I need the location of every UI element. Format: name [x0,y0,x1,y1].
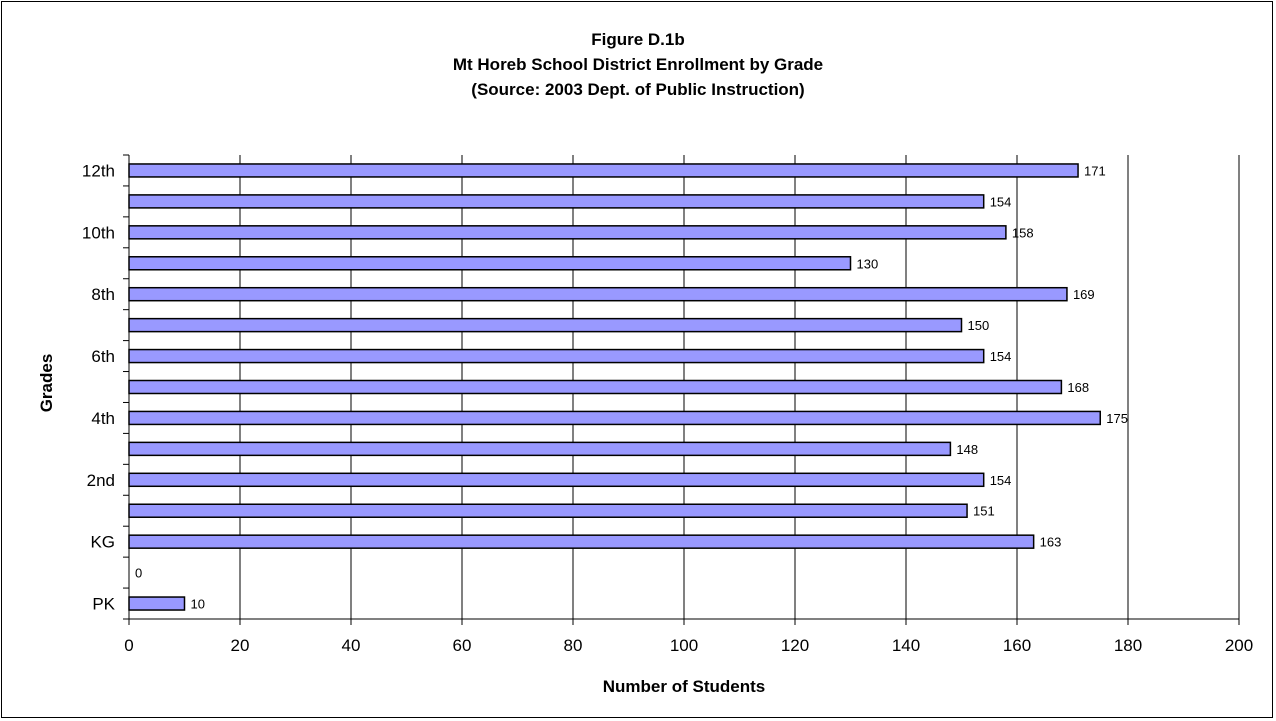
data-label: 154 [990,349,1012,364]
bar-grade-5 [128,441,952,457]
y-tick-label: 12th [82,161,115,180]
data-label: 151 [973,504,995,519]
x-tick-label: 40 [342,636,361,655]
x-tick-label: 200 [1225,636,1253,655]
x-tick-label: 160 [1003,636,1031,655]
bar-8th [128,286,1068,302]
y-tick-label: 4th [91,409,115,428]
x-tick-label: 20 [231,636,250,655]
data-label: 175 [1106,411,1128,426]
data-label: 150 [968,318,990,333]
data-label: 154 [990,473,1012,488]
data-label: 148 [956,442,978,457]
bar-grade-7 [128,379,1063,395]
y-tick-label: PK [92,595,115,614]
x-axis-title: Number of Students [603,677,765,696]
data-label: 163 [1040,535,1062,550]
bar-grade-9 [128,317,963,333]
bar-grade-11 [128,256,852,271]
x-tick-label: 120 [781,636,809,655]
data-label: 171 [1084,163,1106,178]
x-tick-label: 180 [1114,636,1142,655]
bar-4th [128,410,1101,426]
data-label: 168 [1067,380,1089,395]
x-tick-label: 60 [453,636,472,655]
y-tick-label: KG [90,533,115,552]
data-label: 0 [135,566,142,581]
data-label: 154 [990,194,1012,209]
bar-grade-3 [128,503,968,518]
x-tick-label: 100 [670,636,698,655]
bar-PK [128,596,186,611]
y-tick-label: 10th [82,223,115,242]
bar-2nd [128,472,985,488]
chart-title: Figure D.1b [591,30,685,49]
bar-10th [128,225,1007,240]
bar-12th [128,163,1079,178]
bar-grade-13 [128,194,985,209]
x-tick-label: 0 [124,636,133,655]
data-label: 130 [857,256,879,271]
bar-6th [128,348,985,364]
bars: 10 0 163 151 154 148 175 168 154 150 169 130 158 154 1… [128,163,1128,612]
axis-ticks: 0 20 40 60 80 100 120 140 160 180 200PKKG2nd4th6th… [82,154,1253,655]
y-tick-label: 2nd [87,471,115,490]
y-tick-label: 6th [91,347,115,366]
data-label: 169 [1073,287,1095,302]
chart-subtitle: Mt Horeb School District Enrollment by G… [452,55,824,74]
y-tick-label: 8th [91,285,115,304]
bar-KG [128,534,1035,549]
data-label: 158 [1012,225,1034,240]
x-tick-label: 80 [564,636,583,655]
chart-source: (Source: 2003 Dept. of Public Instructio… [471,80,805,99]
y-axis-title: Grades [37,354,56,413]
x-tick-label: 140 [892,636,920,655]
data-label: 10 [191,597,205,612]
